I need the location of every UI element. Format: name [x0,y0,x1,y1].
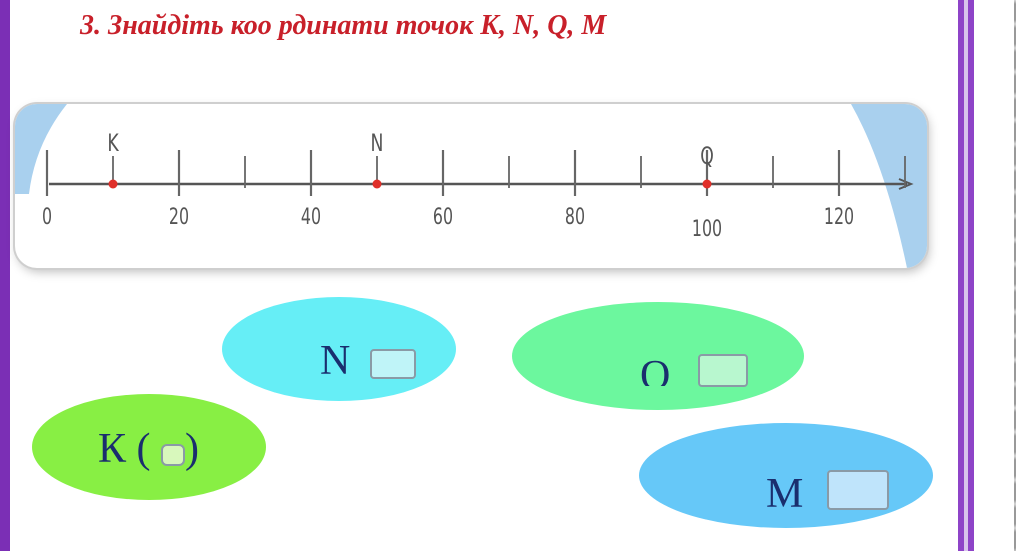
point-label: Q [700,142,714,170]
tick-label: 0 [42,203,52,229]
corner-decoration-right [851,104,927,268]
tick-label: 60 [433,203,453,229]
answer-box-n[interactable] [370,349,416,379]
answer-box-q[interactable] [698,354,748,387]
left-frame-border [0,0,10,551]
tick-label: 20 [169,203,189,229]
answer-label-k-open: К ( [98,426,151,472]
point-marker [702,179,712,189]
point-label: K [107,129,119,157]
point-marker [372,179,382,189]
right-frame-border-inner [964,0,968,551]
answer-box-k[interactable] [161,444,185,466]
answer-oval-q [512,302,804,410]
tick-label: 120 [824,203,854,229]
tick-label: 80 [565,203,585,229]
axis-arrow [898,178,914,190]
answer-label-k-close: ) [185,426,199,472]
answer-label-n: N [320,338,351,384]
tick-label: 100 [692,215,722,241]
answer-label-q: Q [640,353,671,386]
right-frame-border-outer [968,0,974,551]
answer-label-m: М [766,471,804,517]
answer-oval-n [222,297,456,401]
dotted-margin [1014,0,1016,551]
right-frame-border [958,0,964,551]
number-line: 020406080100120KNQM [15,104,927,268]
point-marker [108,179,118,189]
number-line-card: 020406080100120KNQM [15,104,927,268]
task-title: 3. Знайдіть коо рдинати точок K, N, Q, M [80,10,607,41]
answer-box-m[interactable] [827,470,889,510]
corner-decoration-left [15,104,67,194]
point-label: N [371,129,384,157]
answer-oval-k [32,394,266,500]
tick-label: 40 [301,203,321,229]
